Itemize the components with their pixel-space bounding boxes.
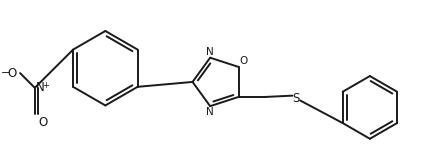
- Text: O: O: [39, 116, 48, 129]
- Text: −: −: [1, 68, 10, 78]
- Text: O: O: [7, 67, 16, 80]
- Text: N: N: [206, 107, 214, 117]
- Text: +: +: [42, 81, 49, 90]
- Text: N: N: [206, 47, 214, 57]
- Text: S: S: [293, 92, 300, 105]
- Text: O: O: [239, 56, 248, 66]
- Text: N: N: [36, 81, 45, 94]
